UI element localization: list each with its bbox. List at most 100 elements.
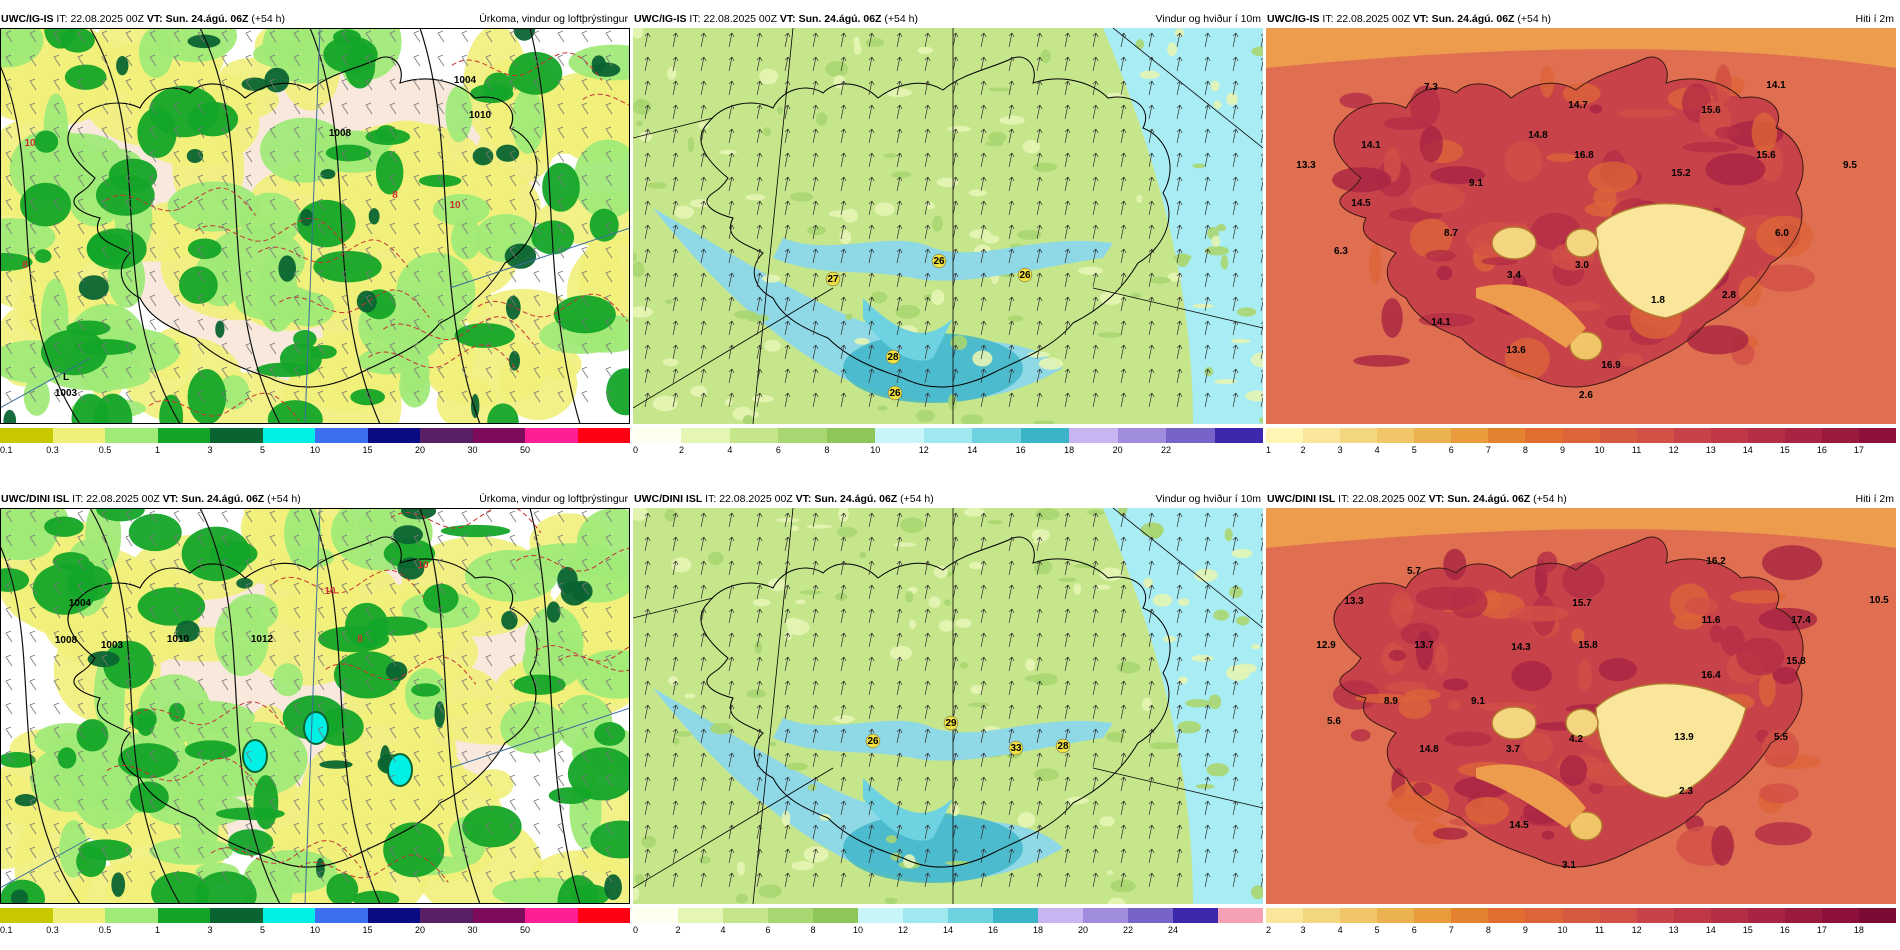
colorbar-swatch — [472, 908, 525, 923]
colorbar-swatch — [1218, 908, 1263, 923]
colorbar-tick-label: 14 — [942, 925, 954, 935]
map-label: 1004 — [454, 75, 477, 86]
map-label: 1008 — [329, 128, 352, 139]
colorbar-tick-label: 5 — [1411, 445, 1417, 455]
map-label: 14.1 — [1361, 140, 1381, 151]
colorbar-tick-label: 22 — [1161, 445, 1172, 455]
map-canvas[interactable]: 1003 1004 1008 1010 1012 10 8 10 — [0, 508, 630, 904]
gust-marker — [865, 733, 881, 749]
valid-time: Sun. 24.ágú. 06Z — [1447, 493, 1531, 505]
panel-header: UWC/DINI ISL IT: 22.08.2025 00Z VT: Sun.… — [1266, 492, 1896, 506]
colorbar-tick-label: 1 — [154, 445, 161, 455]
map-label: 1010 — [469, 110, 492, 121]
colorbar-swatches — [0, 428, 630, 443]
map-label: 1012 — [251, 634, 274, 645]
colorbar-swatch — [52, 908, 105, 923]
colorbar-swatch — [577, 428, 630, 443]
colorbar-tick-label: 10 — [870, 445, 881, 455]
colorbar-tick-label: 11 — [1594, 925, 1605, 935]
colorbar-tick-label: 0.3 — [46, 925, 59, 935]
colorbar-tick-label: 9 — [1559, 445, 1565, 455]
map-panel-3: UWC/IG-IS IT: 22.08.2025 00Z VT: Sun. 24… — [1266, 12, 1897, 467]
colorbar: 0.1 0.3 0.5 1 3 5 10 15 20 30 50 — [0, 428, 630, 466]
map-label: 13.3 — [1296, 160, 1316, 171]
colorbar-swatch — [525, 908, 578, 923]
map-svg: 7.3 14.1 13.3 14.5 9.1 8.7 6.3 14.7 14.8 16.8 15.6… — [1266, 28, 1896, 424]
colorbar-tick-label: 14 — [967, 445, 978, 455]
gust-marker — [825, 271, 841, 287]
colorbar-tick-label: 8 — [810, 925, 816, 935]
map-svg: 27 26 26 28 26 — [633, 28, 1263, 424]
map-label: 5.5 — [1774, 732, 1788, 743]
colorbar-swatch — [858, 908, 903, 923]
colorbar-swatch — [525, 428, 578, 443]
colorbar-tick-label: 3 — [207, 925, 213, 935]
map-label: 15.8 — [1578, 640, 1598, 651]
header-left: UWC/IG-IS IT: 22.08.2025 00Z VT: Sun. 24… — [1267, 12, 1551, 26]
colorbar-swatch — [367, 908, 420, 923]
colorbar-swatch — [1451, 908, 1489, 923]
colorbar-swatch — [315, 908, 368, 923]
colorbar-swatch — [1488, 428, 1526, 443]
map-label: 26 — [1019, 270, 1031, 281]
map-label: 3.1 — [1562, 860, 1576, 871]
colorbar-tick-label: 30 — [467, 925, 478, 935]
colorbar-swatch — [633, 908, 678, 923]
colorbar-tick-label: 16 — [987, 925, 999, 935]
colorbar-tick-label: 20 — [414, 925, 426, 935]
colorbar-swatch — [157, 428, 210, 443]
map-label: 14.3 — [1511, 642, 1531, 653]
valid-time: Sun. 24.ágú. 06Z — [798, 13, 882, 25]
map-label: 3.4 — [1507, 270, 1521, 281]
map-canvas[interactable]: 5.7 13.3 12.9 13.7 14.3 15.7 15.8 16.2 11.6 17.4 1… — [1266, 508, 1896, 904]
colorbar-tick-label: 14 — [1705, 925, 1716, 935]
colorbar-swatch — [1117, 428, 1167, 443]
map-canvas[interactable]: 7.3 14.1 13.3 14.5 9.1 8.7 6.3 14.7 14.8 16.8 15.6… — [1266, 28, 1896, 424]
init-time: 22.08.2025 00Z — [719, 493, 793, 505]
colorbar-swatches — [1266, 908, 1897, 923]
colorbar-tick-label: 16 — [1779, 925, 1790, 935]
colorbar-tick-label: 18 — [1853, 925, 1864, 935]
map-label: 8 — [357, 634, 363, 645]
colorbar-swatch — [105, 428, 158, 443]
colorbar-tick-label: 13 — [1668, 925, 1679, 935]
lead-time: (+54 h) — [267, 493, 301, 505]
colorbar-tick-label: 0 — [633, 445, 639, 455]
panel-header: UWC/DINI ISL IT: 22.08.2025 00Z VT: Sun.… — [0, 492, 630, 506]
panel-title: Hiti í 2m — [1855, 13, 1894, 25]
colorbar-ticks: 0.1 0.3 0.5 1 3 5 10 15 20 30 50 — [0, 923, 630, 937]
map-label: 1.8 — [1651, 295, 1665, 306]
header-left: UWC/DINI ISL IT: 22.08.2025 00Z VT: Sun.… — [1267, 492, 1567, 506]
vt-label: VT: — [146, 13, 163, 25]
colorbar-tick-label: 2 — [678, 445, 684, 455]
colorbar-swatch — [0, 908, 53, 923]
map-label: 13.9 — [1674, 732, 1694, 743]
colorbar-swatch — [1166, 428, 1215, 443]
map-canvas[interactable]: 29 26 33 28 — [633, 508, 1263, 904]
map-label: 5.6 — [1327, 716, 1341, 727]
colorbar-swatch — [1083, 908, 1128, 923]
header-left: UWC/DINI ISL IT: 22.08.2025 00Z VT: Sun.… — [634, 492, 934, 506]
colorbar-tick-label: 5 — [259, 925, 266, 935]
panel-header: UWC/DINI ISL IT: 22.08.2025 00Z VT: Sun.… — [633, 492, 1263, 506]
colorbar-swatch — [1599, 908, 1637, 923]
init-time: 22.08.2025 00Z — [703, 13, 777, 25]
colorbar-swatch — [262, 908, 315, 923]
map-label: 6.3 — [1334, 246, 1348, 257]
map-label: 8.9 — [1384, 696, 1398, 707]
panel-header: UWC/IG-IS IT: 22.08.2025 00Z VT: Sun. 24… — [0, 12, 630, 26]
colorbar-tick-label: 20 — [414, 445, 426, 455]
colorbar-swatch — [813, 908, 858, 923]
map-canvas[interactable]: L 1003 1008 1010 1004 8 10 10 8 — [0, 28, 630, 424]
colorbar-swatch — [778, 428, 827, 443]
colorbar-tick-label: 17 — [1816, 925, 1827, 935]
colorbar-tick-label: 5 — [259, 445, 266, 455]
map-canvas[interactable]: 27 26 26 28 26 — [633, 28, 1263, 424]
gust-marker — [931, 253, 947, 269]
colorbar-tick-label: 10 — [309, 925, 321, 935]
init-time: 22.08.2025 00Z — [70, 13, 144, 25]
colorbar-swatch — [1340, 428, 1378, 443]
map-label: 27 — [827, 274, 839, 285]
colorbar-swatch — [903, 908, 948, 923]
colorbar-swatch — [1636, 908, 1674, 923]
